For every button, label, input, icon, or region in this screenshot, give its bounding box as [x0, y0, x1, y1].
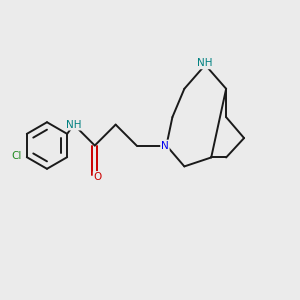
- Text: O: O: [94, 172, 102, 182]
- Text: NH: NH: [197, 58, 213, 68]
- Text: Cl: Cl: [11, 151, 21, 161]
- Text: NH: NH: [66, 120, 82, 130]
- Text: N: N: [161, 140, 169, 151]
